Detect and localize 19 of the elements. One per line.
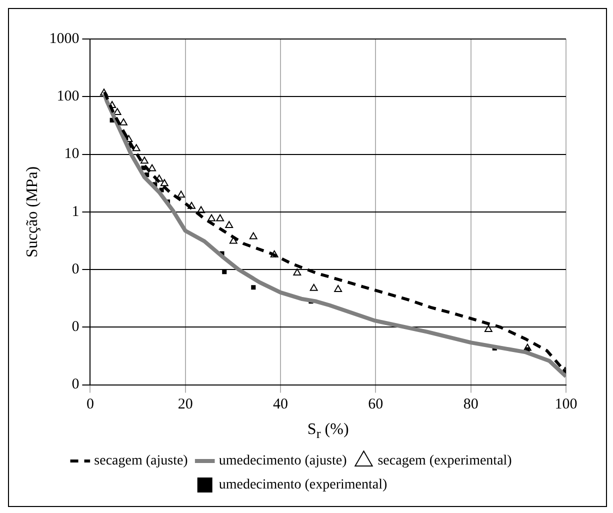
y-tick-label: 10 xyxy=(64,146,80,162)
y-tick-label: 1 xyxy=(72,204,80,220)
x-tick-label: 0 xyxy=(86,396,94,413)
legend-label: secagem (experimental) xyxy=(378,454,512,469)
legend-label: umedecimento (ajuste) xyxy=(218,454,348,469)
x-tick-label: 20 xyxy=(178,396,193,413)
y-tick-label: 0 xyxy=(72,376,80,393)
legend-label: umedecimento (experimental) xyxy=(218,478,388,493)
y-tick-label: 0 xyxy=(72,319,80,336)
x-axis-title: S$_{r}$ (%) xyxy=(306,420,350,444)
x-tick-label: 60 xyxy=(368,396,384,413)
y-tick-label: 100 xyxy=(56,88,80,105)
y-axis-title: Sucção (MPa) xyxy=(24,166,41,258)
y-tick-label: 1000 xyxy=(49,30,80,47)
x-tick-label: 80 xyxy=(463,396,478,413)
legend-label: secagem (ajuste) xyxy=(94,454,188,469)
y-tick-label: 0 xyxy=(72,261,80,278)
x-tick-label: 40 xyxy=(273,396,288,413)
x-tick-label: 100 xyxy=(554,396,578,413)
